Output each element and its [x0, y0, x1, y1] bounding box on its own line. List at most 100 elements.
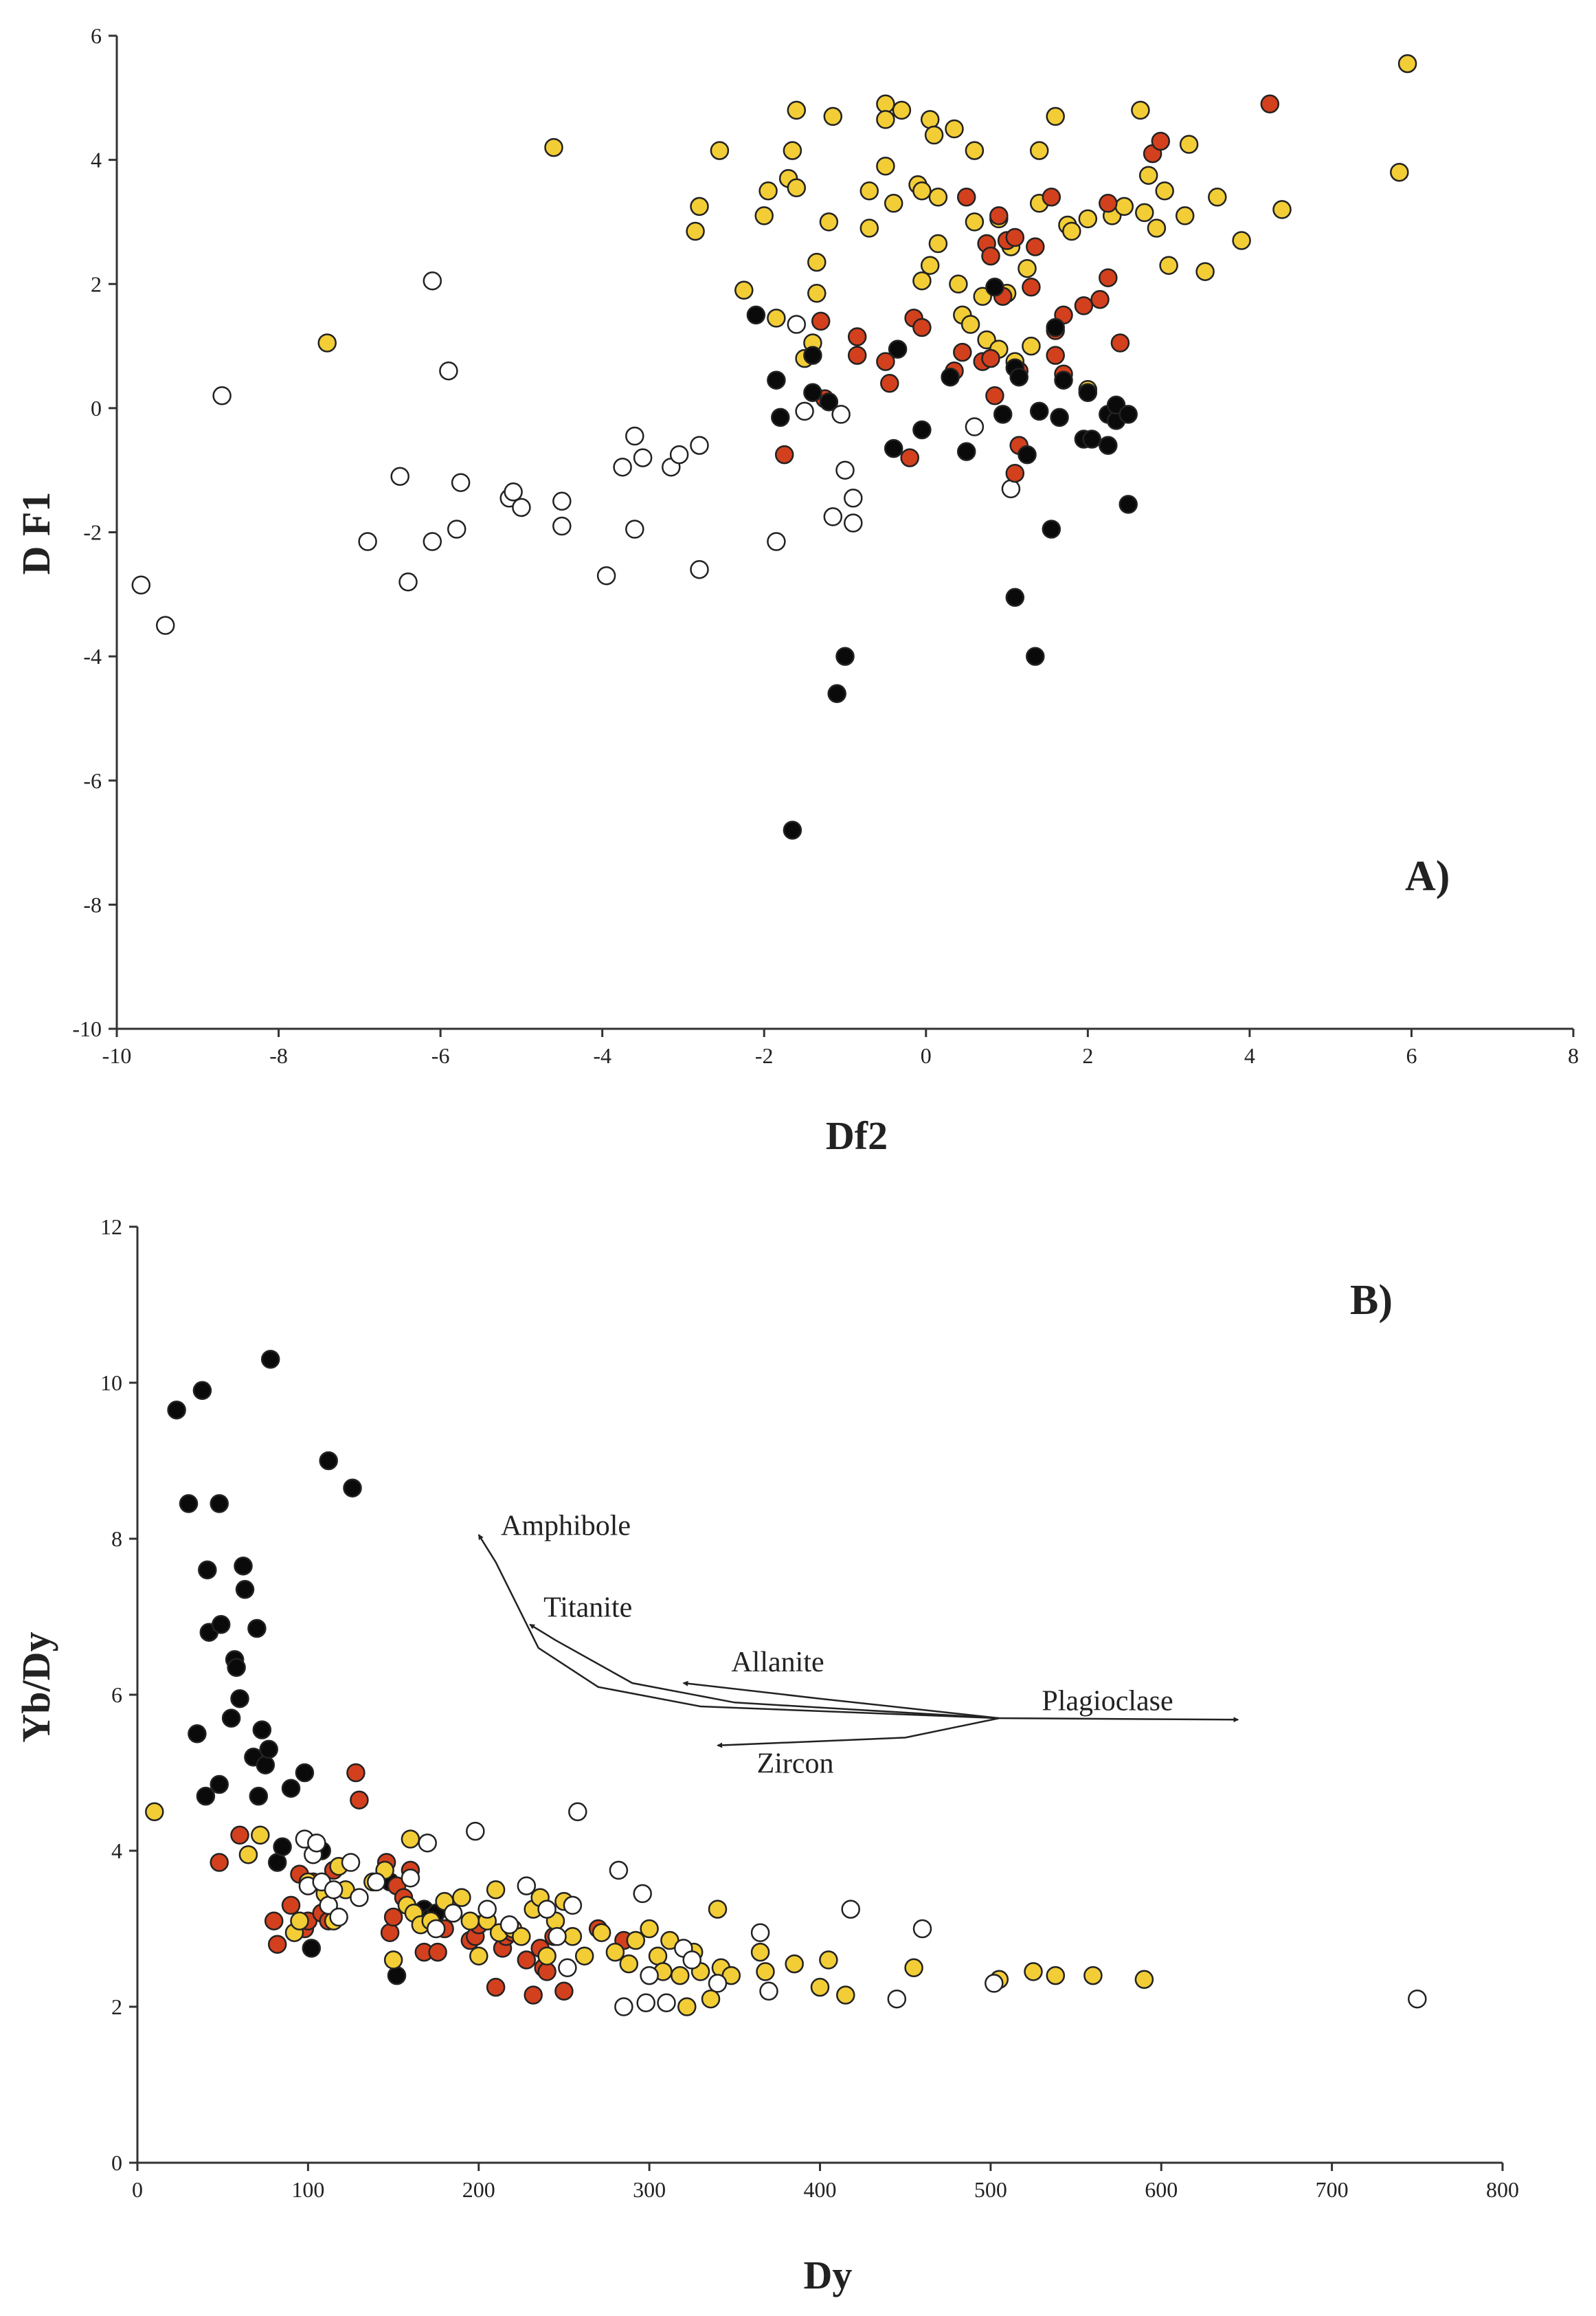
data-point-yellow [787, 100, 807, 120]
panel-b-label: B) [1350, 1277, 1393, 1324]
data-point-black [188, 1724, 207, 1744]
data-point-white [767, 532, 786, 551]
data-point-yellow [807, 252, 827, 272]
data-point-black [1054, 370, 1073, 390]
y-tick-label: -6 [83, 768, 102, 793]
data-point-black [941, 367, 960, 387]
data-point-yellow [1272, 200, 1292, 219]
data-point-yellow [920, 256, 940, 275]
data-point-black [746, 305, 766, 325]
data-point-yellow [537, 1946, 557, 1966]
data-point-yellow [807, 284, 827, 303]
y-tick-label: 2 [111, 1994, 122, 2019]
data-point-red [537, 1962, 557, 1981]
x-tick-label: 200 [462, 2177, 495, 2202]
data-point-red [267, 1935, 287, 1954]
data-point-white [558, 1958, 577, 1978]
data-point-white [912, 1919, 932, 1939]
data-point-white [477, 1900, 497, 1919]
data-point-red [1005, 463, 1025, 483]
data-point-red [912, 318, 932, 337]
data-point-yellow [1134, 1970, 1154, 1990]
data-point-yellow [383, 1950, 403, 1970]
data-point-black [819, 392, 839, 412]
data-point-yellow [819, 1950, 838, 1970]
panel-a-ylabel: D F1 [14, 492, 58, 575]
data-point-black [1119, 405, 1138, 424]
data-point-red [847, 346, 867, 365]
data-point-yellow [290, 1911, 309, 1930]
data-point-white [423, 532, 442, 551]
x-tick-label: 100 [291, 2177, 324, 2202]
data-point-white [633, 1884, 652, 1904]
data-point-white [669, 445, 689, 465]
data-point-yellow [1131, 100, 1150, 120]
data-point-red [210, 1853, 229, 1872]
data-point-black [210, 1494, 229, 1513]
data-point-black [273, 1837, 292, 1857]
data-point-yellow [544, 137, 563, 157]
data-point-red [346, 1763, 366, 1783]
data-point-white [552, 516, 572, 536]
data-point-white [690, 436, 709, 455]
data-point-yellow [469, 1946, 488, 1966]
series-black [746, 278, 1138, 840]
y-tick-label: 0 [91, 396, 102, 421]
data-point-white [512, 498, 531, 517]
data-point-yellow [1078, 209, 1098, 229]
data-point-white [887, 1989, 907, 2009]
data-point-black [281, 1779, 301, 1798]
data-point-yellow [460, 1911, 480, 1930]
data-point-yellow [819, 212, 839, 232]
data-point-red [486, 1977, 506, 1997]
data-point-black [249, 1786, 269, 1806]
data-point-yellow [1024, 1962, 1043, 1981]
data-point-white [548, 1927, 567, 1946]
data-point-black [192, 1381, 212, 1401]
data-point-white [439, 361, 458, 381]
data-point-black [295, 1763, 315, 1783]
data-point-yellow [945, 119, 964, 139]
data-point-yellow [836, 1985, 855, 2005]
data-point-black [1005, 588, 1025, 608]
data-point-black [167, 1400, 186, 1420]
data-point-yellow [912, 271, 932, 291]
annotation-titanite: Titanite [543, 1592, 632, 1624]
data-point-white [640, 1966, 659, 1985]
x-tick-label: -8 [269, 1043, 288, 1068]
data-point-black [1029, 401, 1049, 421]
data-point-white [398, 572, 418, 592]
y-tick-label: 4 [111, 1838, 122, 1863]
data-point-yellow [1232, 231, 1251, 250]
series-yellow [317, 54, 1417, 399]
data-point-yellow [626, 1930, 646, 1950]
data-point-yellow [710, 141, 730, 160]
data-point-yellow [677, 1997, 697, 2016]
x-tick-label: 0 [921, 1043, 932, 1068]
data-point-white [708, 1974, 728, 1993]
data-point-red [524, 1985, 543, 2005]
data-point-white [759, 1981, 778, 2001]
data-point-white [609, 1860, 629, 1880]
x-tick-label: 300 [633, 2177, 666, 2202]
data-point-white [625, 520, 644, 539]
data-point-black [767, 370, 786, 390]
series-black [167, 1350, 446, 1985]
data-point-black [256, 1755, 276, 1774]
data-point-red [981, 246, 1000, 266]
data-point-red [880, 374, 899, 393]
data-point-white [787, 315, 807, 334]
data-point-yellow [1147, 219, 1167, 238]
data-point-yellow [1175, 206, 1195, 225]
data-point-yellow [949, 274, 968, 294]
data-point-white [841, 1900, 860, 1919]
panel-b-trend-arrows [477, 1534, 1239, 1748]
x-tick-label: -10 [102, 1043, 132, 1068]
data-point-yellow [1046, 1966, 1066, 1985]
data-point-yellow [884, 194, 903, 213]
data-point-black [803, 346, 822, 365]
panel-b-points [145, 1350, 1427, 2016]
data-point-black [234, 1556, 253, 1576]
data-point-red [281, 1895, 301, 1915]
data-point-yellow [671, 1966, 690, 1985]
